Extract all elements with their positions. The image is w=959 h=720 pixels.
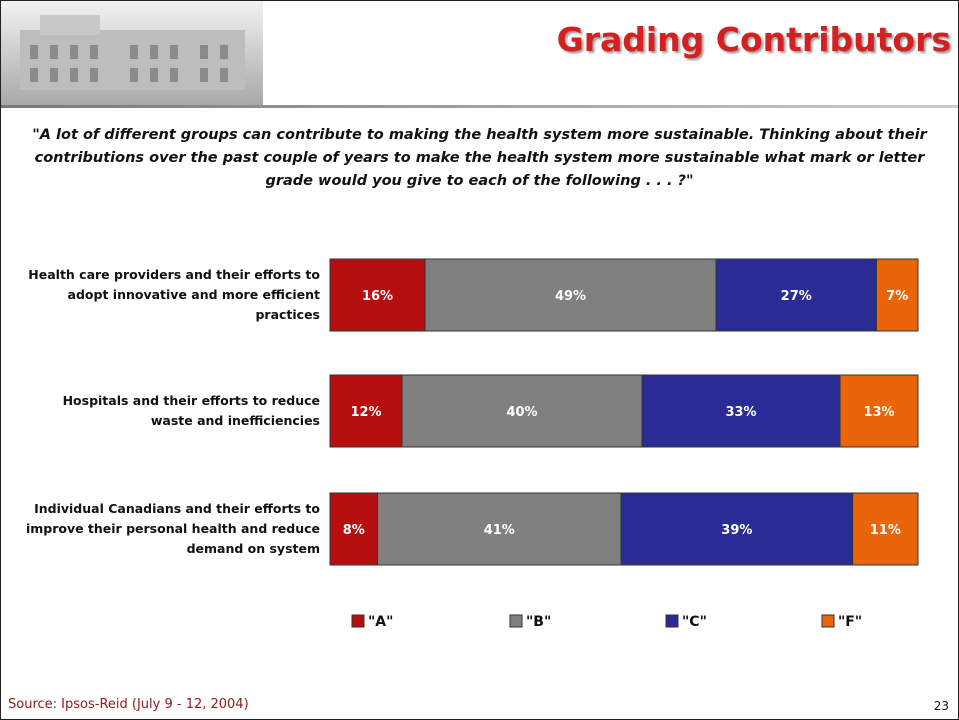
slide: 16% 49% 27% 7% 12% 40% 33% 13% 8% 41% 39% 11% "A" "B"… bbox=[0, 0, 959, 720]
value-label: 33% bbox=[725, 405, 756, 420]
category-label: Individual Canadians and their efforts t… bbox=[20, 493, 320, 565]
header-rule bbox=[1, 105, 958, 108]
value-label: 7% bbox=[886, 289, 908, 304]
slide-frame bbox=[1, 1, 959, 720]
category-label: Health care providers and their efforts … bbox=[20, 259, 320, 331]
question-text: "A lot of different groups can contribut… bbox=[10, 124, 949, 193]
value-label: 27% bbox=[781, 289, 812, 304]
legend-swatch bbox=[510, 615, 522, 627]
value-label: 16% bbox=[362, 289, 393, 304]
value-label: 39% bbox=[721, 523, 752, 538]
category-text: Individual Canadians and their efforts t… bbox=[20, 499, 320, 559]
legend-label: "A" bbox=[368, 614, 393, 630]
header-image bbox=[1, 1, 263, 105]
category-text: Hospitals and their efforts to reduce wa… bbox=[20, 391, 320, 431]
category-label: Hospitals and their efforts to reduce wa… bbox=[20, 375, 320, 447]
value-label: 8% bbox=[343, 523, 365, 538]
value-label: 41% bbox=[484, 523, 515, 538]
legend-swatch bbox=[666, 615, 678, 627]
source-note: Source: Ipsos-Reid (July 9 - 12, 2004) bbox=[8, 697, 249, 712]
legend-swatch bbox=[822, 615, 834, 627]
legend-swatch bbox=[352, 615, 364, 627]
value-label: 13% bbox=[863, 405, 894, 420]
value-label: 11% bbox=[870, 523, 901, 538]
slide-title: Grading Contributors bbox=[557, 20, 951, 59]
legend-label: "C" bbox=[682, 614, 707, 630]
category-text: Health care providers and their efforts … bbox=[20, 265, 320, 325]
legend-label: "F" bbox=[838, 614, 862, 630]
value-label: 12% bbox=[350, 405, 381, 420]
chart: 16% 49% 27% 7% 12% 40% 33% 13% 8% 41% 39% 11% "A" "B"… bbox=[0, 0, 959, 720]
page-number: 23 bbox=[934, 699, 949, 713]
value-label: 49% bbox=[555, 289, 586, 304]
legend-label: "B" bbox=[526, 614, 551, 630]
value-label: 40% bbox=[506, 405, 537, 420]
